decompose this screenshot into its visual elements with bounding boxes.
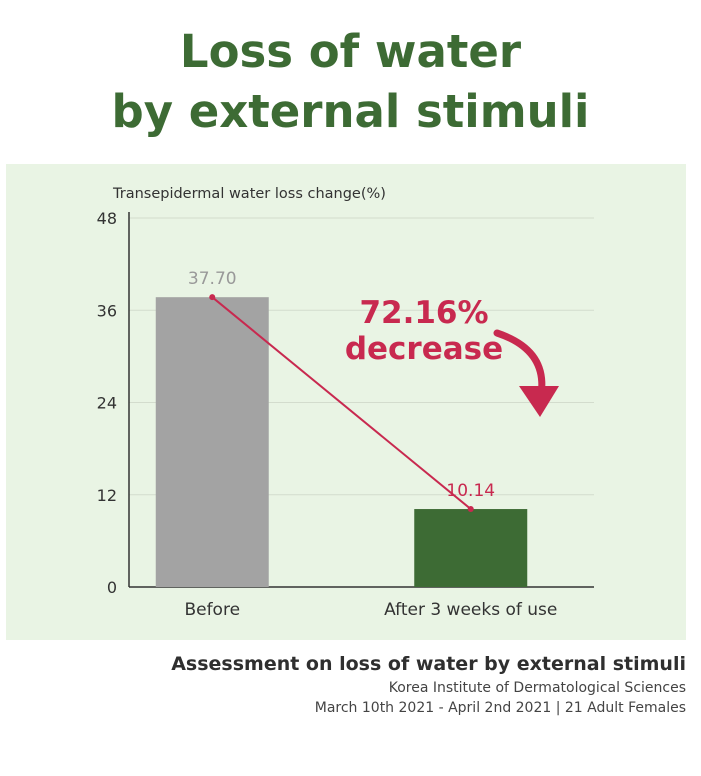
annotation-text: decrease	[345, 331, 503, 367]
bar	[414, 509, 528, 587]
footer-title: Assessment on loss of water by external …	[171, 653, 686, 675]
connector-end-point	[467, 506, 474, 513]
y-tick-label: 36	[97, 301, 117, 320]
curved-arrow-head	[519, 386, 559, 417]
y-tick-label: 24	[97, 394, 117, 413]
chart-footer: Assessment on loss of water by external …	[171, 650, 686, 718]
data-label: 10.14	[446, 481, 495, 501]
x-tick-label: Before	[184, 600, 240, 620]
footer-details: March 10th 2021 - April 2nd 2021 | 21 Ad…	[314, 700, 686, 716]
page-title: Loss of water by external stimuli	[0, 22, 701, 142]
y-tick-label: 12	[97, 486, 117, 505]
y-tick-label: 0	[107, 578, 117, 597]
y-tick-label: 48	[97, 209, 117, 228]
decrease-connector-line	[211, 296, 472, 510]
bar	[155, 297, 269, 587]
title-line-1: Loss of water	[179, 25, 522, 78]
data-label: 37.70	[188, 269, 237, 289]
x-tick-label: After 3 weeks of use	[384, 600, 557, 620]
y-axis-title: Transepidermal water loss change(%)	[112, 186, 386, 202]
footer-source: Korea Institute of Dermatological Scienc…	[388, 680, 686, 696]
title-line-2: by external stimuli	[111, 85, 590, 138]
curved-arrow-shaft	[493, 329, 546, 399]
connector-start-point	[209, 294, 216, 301]
annotation-text: 72.16%	[359, 295, 488, 331]
